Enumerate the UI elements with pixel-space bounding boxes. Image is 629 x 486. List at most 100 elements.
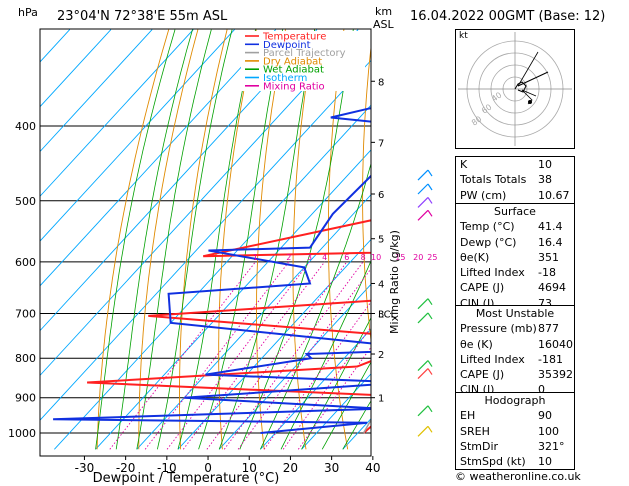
x-tick-label: 30 [324, 461, 339, 475]
wet-adiabat-line [260, 162, 371, 450]
forecast-datetime: 16.04.2022 00GMT (Base: 12) [410, 9, 606, 24]
mu-value: 16040 [538, 337, 573, 351]
legend-label: Dewpoint [263, 40, 311, 51]
wind-barb-flag [427, 426, 433, 433]
index-name: Totals Totals [460, 173, 527, 187]
wind-barb [417, 196, 429, 208]
km-tick-label: 2 [378, 350, 384, 361]
hpa-axis-unit: hPa [18, 6, 38, 19]
wind-barb-flag [427, 368, 433, 375]
x-tick-label: -20 [116, 461, 136, 475]
index-value: 38 [538, 173, 552, 187]
mu-key: Pressure (mb) [460, 322, 537, 336]
isotherm-line [177, 238, 371, 450]
wet-adiabat-line [301, 316, 371, 450]
hodo-value: 10 [538, 455, 552, 469]
wind-barb [417, 360, 429, 371]
series-line [87, 219, 371, 434]
hodograph-table-title: Hodograph [484, 394, 546, 407]
mixing-ratio-line [144, 261, 290, 450]
mixing-ratio-axis-title: Mixing Ratio (g/kg) [388, 230, 401, 334]
wet-adiabat-line [342, 400, 371, 450]
y-tick-label: 900 [15, 392, 36, 405]
km-tick-label: 5 [378, 235, 384, 246]
isotherm-line [40, 29, 235, 242]
km-tick-label: 1 [378, 394, 384, 405]
km-tick-label: 3 [378, 309, 384, 320]
hodo-value: 90 [538, 409, 552, 423]
legend-label: Isotherm [263, 73, 307, 84]
legend-label: Parcel Trajectory [263, 48, 346, 59]
mixing-ratio-line [297, 346, 371, 450]
wind-barb-flag [427, 298, 433, 306]
km-axis-unit: km [375, 5, 393, 18]
km-tick-label: 6 [378, 190, 384, 201]
mu-key: CAPE (J) [460, 368, 505, 382]
wind-barb-flag [427, 360, 433, 367]
hodograph-unit: kt [459, 31, 468, 41]
hodograph-ring-label: 40 [490, 90, 504, 103]
surface-key: Lifted Index [460, 266, 525, 280]
wet-adiabat-line [218, 29, 316, 450]
y-tick-label: 400 [15, 120, 36, 133]
isotherm-line [40, 29, 153, 153]
wind-barb-flag [427, 312, 433, 320]
wind-barb-flag [427, 169, 433, 177]
x-tick-label: 40 [365, 461, 380, 475]
mixing-ratio-label: 3 [307, 253, 312, 262]
index-name: K [460, 158, 468, 171]
surface-key: θe(K) [460, 250, 490, 264]
mixing-ratio-label: 2 [286, 253, 291, 262]
hodograph-ring-label: 60 [480, 102, 494, 115]
footer-credit[interactable]: © weatheronline.co.uk [455, 470, 581, 483]
hodograph-table: Hodograph EH 90 SREH 100 StmDir 321° StmSpd… [455, 392, 575, 471]
mu-value: 0 [538, 383, 545, 397]
surface-key: Dewp (°C) [460, 235, 517, 249]
x-axis-title: Dewpoint / Temperature (°C) [93, 471, 280, 486]
dry-adiabat-line [292, 29, 316, 450]
x-tick-label: -30 [75, 461, 95, 475]
x-tick-label: 0 [204, 461, 212, 475]
dry-adiabat-line [396, 30, 432, 450]
index-value: 10 [538, 158, 552, 171]
hodograph: kt 40 60 80 [455, 29, 575, 149]
legend-label: Temperature [262, 32, 326, 43]
mu-value: 35392 [538, 368, 573, 382]
isotherm-line [40, 29, 359, 377]
dry-adiabat-line [218, 29, 257, 450]
asl-axis-unit: ASL [373, 18, 394, 31]
mixing-ratio-label: 8 [361, 253, 366, 262]
hodo-key: EH [460, 409, 476, 423]
mixing-ratio-label: 10 [371, 253, 381, 262]
mixing-ratio-label: 6 [344, 253, 349, 262]
surface-value: -18 [538, 266, 556, 280]
wind-barbs [417, 169, 433, 437]
mixing-ratio-label: 15 [395, 253, 405, 262]
most-unstable-title: Most Unstable [475, 307, 555, 320]
dry-adiabat-line [256, 29, 286, 450]
legend-box [241, 31, 365, 91]
wind-barb [417, 405, 429, 417]
mu-value: 877 [538, 322, 559, 336]
indices-table: K 10 Totals Totals 38 PW (cm) 10.67 [455, 156, 575, 204]
y-tick-label: 1000 [8, 427, 36, 440]
isotherm-line [95, 149, 371, 450]
plot-frame [39, 28, 372, 457]
mu-key: θe (K) [460, 337, 493, 351]
index-name: PW (cm) [460, 188, 507, 202]
wet-adiabat-line [136, 29, 212, 450]
hodo-value: 321° [538, 439, 565, 453]
wind-barb [417, 298, 429, 310]
surface-value: 351 [538, 250, 559, 264]
wet-adiabat-line [177, 29, 256, 450]
wind-barb [417, 312, 429, 324]
wind-barb-flag [427, 405, 433, 413]
series-line [53, 107, 371, 434]
wind-barb [417, 368, 429, 379]
isotherm-line [136, 194, 371, 450]
wind-barb-flag [427, 197, 433, 204]
km-tick-label: 4 [378, 279, 384, 290]
hodograph-ring-label: 80 [470, 114, 484, 127]
hodo-key: StmSpd (kt) [460, 455, 526, 469]
